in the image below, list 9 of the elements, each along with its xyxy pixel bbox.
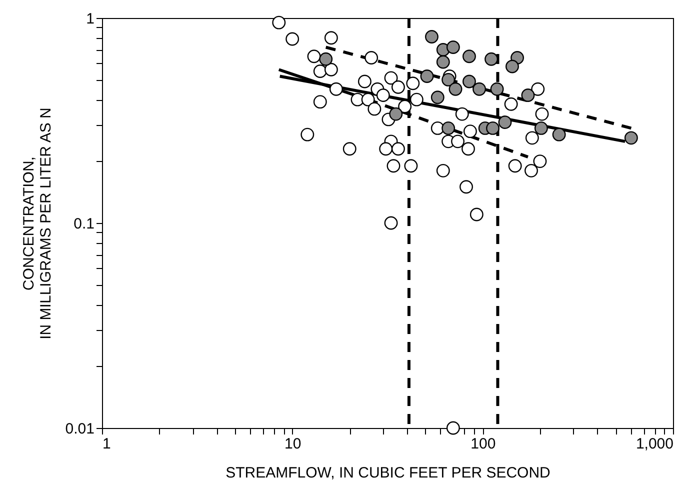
- y-axis-title: CONCENTRATION, IN MILLIGRAMS PER LITER AS N: [20, 108, 54, 340]
- y-tick-label: 0.01: [65, 420, 94, 438]
- x-tick-label: 100: [470, 436, 496, 452]
- x-axis-title: STREAMFLOW, IN CUBIC FEET PER SECOND: [226, 464, 551, 482]
- x-tick-label: 1: [102, 436, 111, 452]
- y-tick-label: 0.1: [74, 216, 94, 232]
- x-tick-label: 1,000: [636, 436, 674, 452]
- x-tick-label: 10: [284, 436, 302, 452]
- y-tick-label: 1: [86, 10, 94, 28]
